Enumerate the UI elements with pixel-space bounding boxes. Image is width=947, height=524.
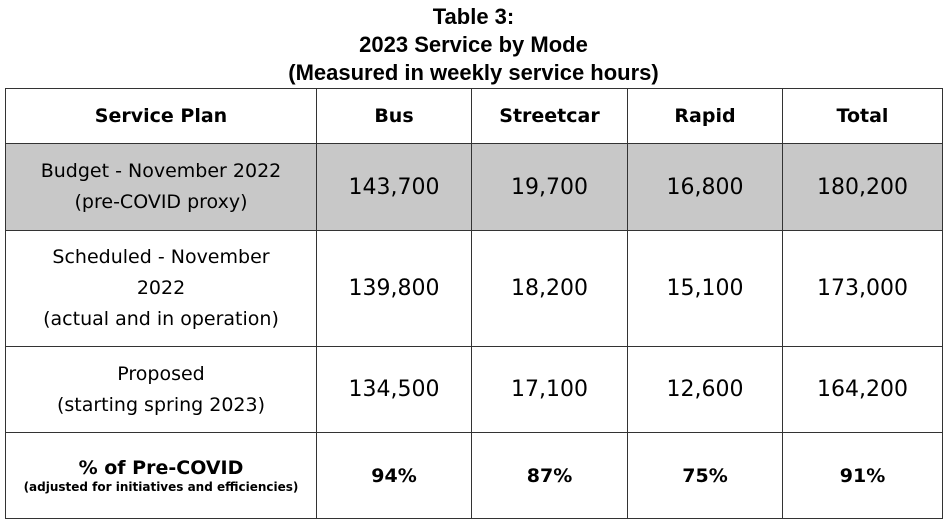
cell-streetcar: 17,100 bbox=[471, 346, 628, 433]
service-by-mode-table: Service Plan Bus Streetcar Rapid Total B… bbox=[5, 88, 943, 519]
header-bus: Bus bbox=[316, 88, 472, 144]
header-rapid: Rapid bbox=[627, 88, 783, 144]
pct-label: % of Pre-COVID bbox=[78, 456, 244, 479]
cell-bus: 143,700 bbox=[316, 143, 472, 231]
label-line: 2022 bbox=[136, 277, 186, 299]
label-line: (starting spring 2023) bbox=[56, 393, 266, 416]
row-label: Proposed (starting spring 2023) bbox=[5, 346, 317, 433]
title-line-2: 2023 Service by Mode bbox=[359, 32, 588, 57]
cell-rapid: 12,600 bbox=[627, 346, 783, 433]
pct-sublabel: (adjusted for initiatives and efficienci… bbox=[23, 479, 299, 494]
label-line: Budget - November 2022 bbox=[40, 160, 282, 182]
cell-rapid: 16,800 bbox=[627, 143, 783, 231]
row-label: % of Pre-COVID (adjusted for initiatives … bbox=[5, 432, 317, 519]
cell-total: 164,200 bbox=[782, 346, 943, 433]
header-service-plan: Service Plan bbox=[5, 88, 317, 144]
label-line: Proposed bbox=[117, 362, 205, 385]
cell-streetcar: 18,200 bbox=[471, 230, 628, 347]
cell-total: 180,200 bbox=[782, 143, 943, 231]
header-row: Service Plan Bus Streetcar Rapid Total bbox=[5, 88, 943, 144]
label-line: Scheduled - November bbox=[52, 246, 270, 268]
row-label: Scheduled - November 2022 (actual and in o… bbox=[5, 230, 317, 347]
cell-rapid: 75% bbox=[627, 432, 783, 519]
header-streetcar: Streetcar bbox=[471, 88, 628, 144]
cell-streetcar: 19,700 bbox=[471, 143, 628, 231]
label-line: (pre-COVID proxy) bbox=[74, 191, 248, 213]
cell-bus: 139,800 bbox=[316, 230, 472, 347]
title-line-3: (Measured in weekly service hours) bbox=[288, 60, 659, 85]
cell-total: 173,000 bbox=[782, 230, 943, 347]
table-title: Table 3: 2023 Service by Mode (Measured … bbox=[0, 3, 947, 87]
table-row-scheduled: Scheduled - November 2022 (actual and in o… bbox=[5, 230, 943, 347]
table-row-proposed: Proposed (starting spring 2023) 134,500 1… bbox=[5, 346, 943, 433]
cell-bus: 134,500 bbox=[316, 346, 472, 433]
cell-total: 91% bbox=[782, 432, 943, 519]
table-row-pct-pre-covid: % of Pre-COVID (adjusted for initiatives … bbox=[5, 432, 943, 519]
label-line: (actual and in operation) bbox=[43, 308, 279, 330]
table-row-budget: Budget - November 2022 (pre-COVID proxy) … bbox=[5, 143, 943, 231]
cell-streetcar: 87% bbox=[471, 432, 628, 519]
cell-bus: 94% bbox=[316, 432, 472, 519]
cell-rapid: 15,100 bbox=[627, 230, 783, 347]
title-line-1: Table 3: bbox=[432, 4, 515, 29]
header-total: Total bbox=[782, 88, 943, 144]
row-label: Budget - November 2022 (pre-COVID proxy) bbox=[5, 143, 317, 231]
